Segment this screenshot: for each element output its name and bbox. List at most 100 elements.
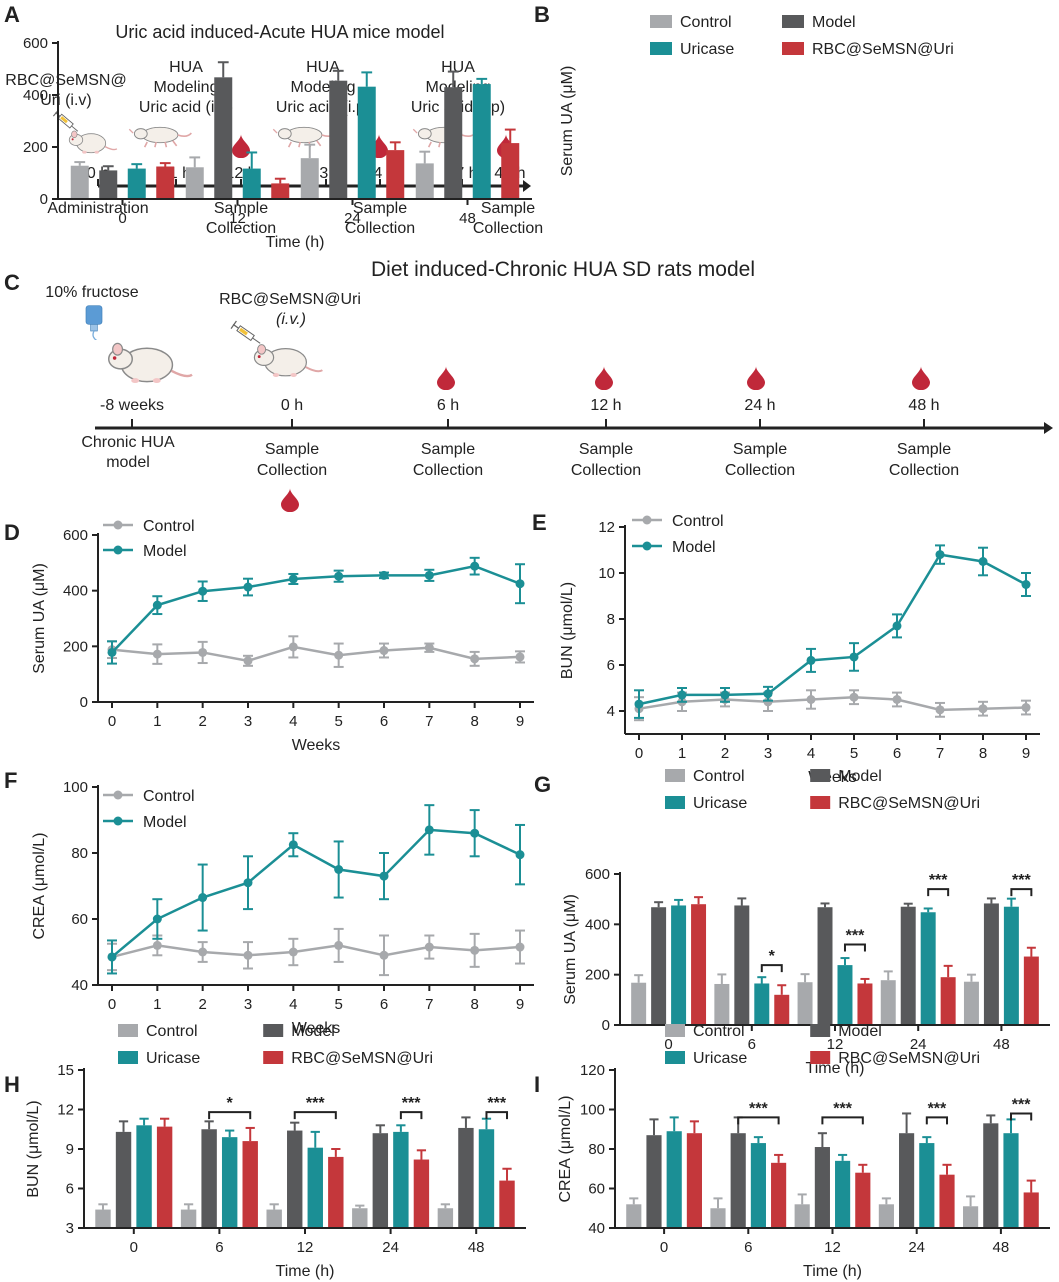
y-tick-label: 40 [588, 1220, 605, 1237]
bar-uricase [919, 1143, 935, 1228]
data-point [935, 705, 945, 715]
y-tick-label: 40 [71, 977, 88, 994]
data-point [243, 582, 253, 592]
bar-rbc-semsn-uri [271, 183, 290, 199]
series-line-control [111, 645, 521, 663]
rat-icon [107, 342, 194, 385]
timepoint-label: 48 h [908, 397, 939, 414]
syringe-icon [52, 108, 82, 135]
data-point [288, 642, 298, 652]
x-tick-label: 48 [993, 1036, 1010, 1053]
x-axis-title: Time (h) [806, 1060, 865, 1077]
series-line-model [111, 828, 521, 958]
legend-swatch [650, 15, 672, 28]
x-tick-label: 0 [108, 713, 116, 730]
rat-icon [253, 343, 324, 379]
blood-drop-icon [232, 134, 250, 158]
legend-marker [113, 790, 123, 800]
significance-bracket [843, 943, 866, 952]
blood-drop-icon [912, 366, 930, 390]
bar-uricase [307, 1147, 323, 1228]
y-tick-label: 12 [57, 1102, 74, 1119]
x-tick-label: 6 [380, 713, 388, 730]
data-point [515, 942, 525, 952]
legend-swatch [665, 769, 685, 782]
blood-drop-icon [437, 366, 455, 390]
bar-model [900, 906, 916, 1025]
modeling-label: Modeling [154, 79, 219, 96]
bar-model [444, 87, 463, 199]
legend-label: Model [143, 543, 187, 560]
bar-rbc-semsn-uri [386, 150, 405, 199]
sample-collection-label: Sample [421, 441, 475, 458]
x-tick-label: 12 [827, 1036, 844, 1053]
significance-bracket [1010, 1112, 1033, 1121]
x-tick-label: 24 [344, 210, 361, 227]
legend-label: Control [146, 1023, 198, 1040]
data-point [720, 690, 730, 700]
legend-label: Uricase [693, 795, 747, 812]
significance-label: *** [846, 927, 865, 944]
data-point [515, 579, 525, 589]
data-point [334, 865, 344, 874]
y-tick-label: 80 [588, 1141, 605, 1158]
modeling-label: Uric acid (i.p) [276, 99, 370, 116]
data-point [424, 643, 434, 653]
bar-uricase [920, 912, 936, 1025]
bar-control [880, 980, 896, 1025]
legend-label: Uricase [680, 41, 734, 58]
bar-rbc-semsn-uri [499, 1180, 515, 1228]
bar-rbc-semsn-uri [774, 994, 790, 1025]
sample-collection-label: Collection [413, 462, 483, 479]
legend-marker [642, 541, 652, 551]
y-tick-label: 3 [66, 1220, 74, 1237]
data-point [198, 893, 208, 903]
legend-marker [642, 515, 652, 525]
data-point [424, 942, 434, 952]
x-tick-label: 5 [334, 713, 342, 730]
data-point [892, 621, 902, 631]
bar-control [266, 1209, 282, 1228]
bar-control [352, 1208, 368, 1228]
data-point [470, 945, 480, 955]
data-point [978, 704, 988, 714]
legend-label: Uricase [146, 1050, 200, 1067]
bar-rbc-semsn-uri [242, 1141, 258, 1228]
bar-rbc-semsn-uri [771, 1162, 787, 1228]
x-tick-label: 1 [678, 745, 686, 762]
bar-rbc-semsn-uri [855, 1172, 871, 1228]
y-tick-label: 100 [580, 1102, 605, 1119]
legend-marker [113, 816, 123, 826]
data-point [634, 699, 644, 709]
bar-control [878, 1204, 894, 1228]
bar-rbc-semsn-uri [328, 1156, 344, 1228]
y-tick-label: 400 [585, 916, 610, 933]
bar-control [300, 158, 319, 199]
y-tick-label: 200 [585, 967, 610, 984]
bar-model [983, 1123, 999, 1228]
y-tick-label: 600 [23, 35, 48, 52]
bar-control [963, 981, 979, 1025]
y-axis-title: Serum UA (μM) [31, 563, 48, 674]
bar-model [646, 1135, 662, 1228]
x-tick-label: 24 [908, 1239, 925, 1256]
y-tick-label: 6 [66, 1181, 74, 1198]
legend-label: RBC@SeMSN@Uri [812, 41, 954, 58]
legend-swatch [263, 1024, 284, 1037]
significance-bracket [485, 1111, 509, 1120]
x-tick-label: 6 [744, 1239, 752, 1256]
panel-label: G [534, 772, 551, 797]
chronic-model-label: Chronic HUA [81, 434, 175, 451]
legend-label: Control [693, 768, 745, 785]
mouse-icon [68, 130, 118, 155]
panel-label: D [4, 520, 20, 545]
x-tick-label: 0 [118, 210, 126, 227]
data-point [152, 940, 162, 950]
data-point [334, 650, 344, 660]
sample-collection-label: Sample [353, 200, 407, 217]
data-point [334, 571, 344, 581]
bar-control [710, 1208, 726, 1228]
x-tick-label: 2 [721, 745, 729, 762]
sample-collection-label: Collection [725, 462, 795, 479]
